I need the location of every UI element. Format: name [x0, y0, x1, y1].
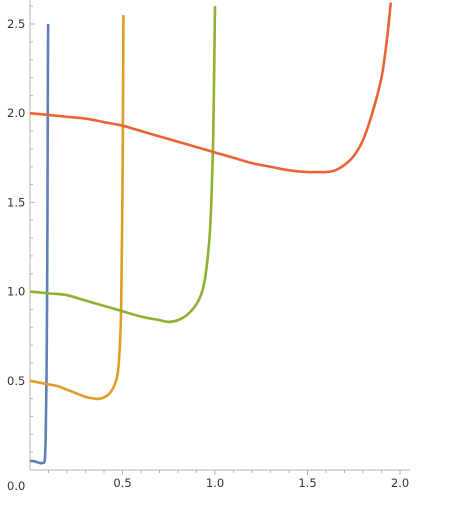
y-tick-label: 2.0 — [7, 106, 25, 120]
series-line-2 — [29, 15, 125, 401]
series-line-3 — [29, 6, 217, 324]
x-tick-label: 1.5 — [298, 476, 316, 490]
y-tick-label: 0.5 — [7, 374, 25, 388]
y-tick-label: 1.5 — [7, 195, 25, 209]
series-line-1 — [29, 23, 50, 465]
y-tick-label: 2.5 — [7, 17, 25, 31]
series-line-4 — [29, 2, 393, 174]
x-tick-label: 2.0 — [391, 476, 409, 490]
x-tick-label: 1.0 — [206, 476, 224, 490]
x-tick-label: 0.5 — [113, 476, 131, 490]
x-axis: 0.5 1.0 1.5 2.0 — [30, 469, 410, 490]
series-group — [29, 2, 393, 465]
y-tick-label: 1.0 — [7, 285, 25, 299]
y-axis: 0.0 0.5 1.0 1.5 2.0 2.5 — [7, 0, 35, 493]
y-tick-label: 0.0 — [7, 479, 25, 493]
